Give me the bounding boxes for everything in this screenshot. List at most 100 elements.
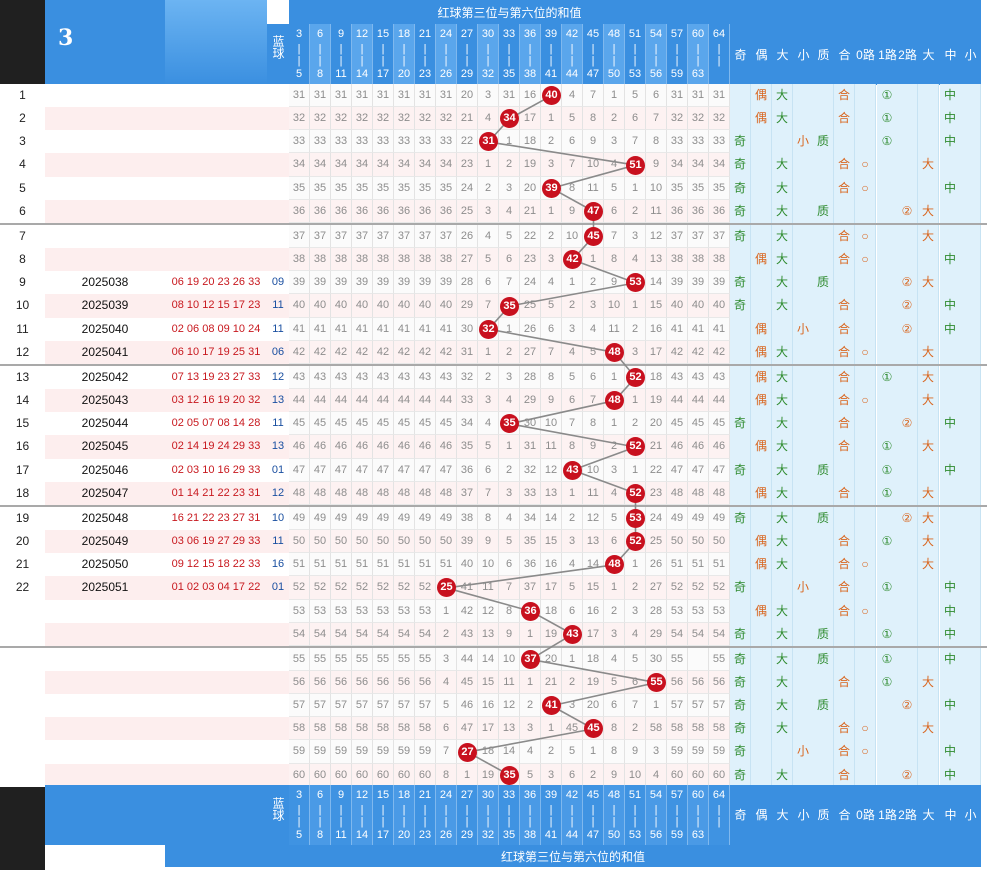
range-top-label: 42 xyxy=(565,789,579,801)
range-cell: 36 xyxy=(667,199,688,223)
range-top-label: 51 xyxy=(628,28,642,40)
attribute-cell xyxy=(960,224,981,249)
attribute-cell xyxy=(751,176,772,200)
range-cell: 17 xyxy=(646,340,667,364)
range-cell: 7 xyxy=(541,340,562,364)
attribute-cell: 奇 xyxy=(730,412,751,436)
attribute-cell: 质 xyxy=(813,130,834,154)
range-cell: 32 xyxy=(457,365,478,390)
range-cell: 44 xyxy=(415,389,436,413)
range-cell: 2 xyxy=(625,317,646,341)
range-cell: 40 xyxy=(352,294,373,318)
range-bar: | xyxy=(633,43,637,55)
hit-ball: 35 xyxy=(500,296,519,316)
attribute-cell: ○ xyxy=(855,389,876,413)
range-cell: 43 xyxy=(352,365,373,390)
attribute-cell xyxy=(751,294,772,318)
range-cell: 31 xyxy=(373,84,394,108)
range-column-21: 21 | | 23 xyxy=(415,785,436,845)
range-bottom-label: 11 xyxy=(335,829,347,841)
attribute-cell xyxy=(918,84,939,108)
range-cell: 30 xyxy=(457,317,478,341)
footer-blue-label: 蓝球 xyxy=(271,797,285,821)
range-top-label: 36 xyxy=(523,789,537,801)
range-cell: 38 xyxy=(310,248,331,272)
range-column-57: 57 | | 59 xyxy=(667,785,688,845)
range-bar: | xyxy=(507,804,511,816)
attribute-cell xyxy=(918,294,939,318)
range-cell: 33 xyxy=(394,130,415,154)
red-balls-text: 02 06 08 09 10 24 xyxy=(165,317,267,341)
attribute-cell xyxy=(960,294,981,318)
range-bar: | xyxy=(444,43,448,55)
hit-ball: 43 xyxy=(563,460,582,480)
attribute-cell xyxy=(897,389,918,413)
range-bar: | xyxy=(675,816,679,828)
attribute-cell xyxy=(730,107,751,131)
attribute-cell xyxy=(730,317,751,341)
attribute-cell: 奇 xyxy=(730,130,751,154)
attribute-cell: 小 xyxy=(793,317,814,341)
range-cell: 40 xyxy=(289,294,310,318)
attribute-cell xyxy=(960,365,981,390)
attribute-cell: ○ xyxy=(855,248,876,272)
range-cell: 44 xyxy=(352,389,373,413)
range-cell: 6 xyxy=(499,248,520,272)
red-balls-text: 07 13 19 23 27 33 xyxy=(165,365,267,390)
attr-header-5: 合 xyxy=(838,808,851,822)
range-cell: 34 xyxy=(373,153,394,177)
range-cell: 33 xyxy=(709,130,730,154)
range-bar: | xyxy=(465,816,469,828)
range-bar: | xyxy=(633,816,637,828)
range-cell: 29 xyxy=(457,294,478,318)
range-bottom-label: 14 xyxy=(355,829,369,841)
attribute-cell xyxy=(897,130,918,154)
range-bar: | xyxy=(465,43,469,55)
table-row: 73737373737373737264522210457312373737奇大… xyxy=(0,224,987,249)
attribute-cell xyxy=(960,176,981,200)
range-cell: 38 xyxy=(352,248,373,272)
range-top-label: 36 xyxy=(523,28,537,40)
range-bar: | xyxy=(612,55,616,67)
range-cell: 36 xyxy=(310,199,331,223)
range-cell: 5 xyxy=(604,176,625,200)
hit-ball: 53 xyxy=(626,508,645,528)
range-column-33: 33 | | 35 xyxy=(499,24,520,85)
range-cell: 35 xyxy=(394,176,415,200)
range-bar: | xyxy=(360,804,364,816)
attribute-cell xyxy=(730,340,751,364)
hit-ball: 48 xyxy=(605,342,624,362)
range-cell: 13 xyxy=(646,248,667,272)
range-cell: 3 xyxy=(562,317,583,341)
hit-ball: 32 xyxy=(479,319,498,339)
attribute-cell: ② xyxy=(897,317,918,341)
range-bar: | xyxy=(570,816,574,828)
range-cell: 5 xyxy=(625,84,646,108)
range-cell: 27 xyxy=(520,340,541,364)
range-top-label: 45 xyxy=(586,28,600,40)
table-row: 8383838383838383827562334218413383838偶大合… xyxy=(0,248,987,272)
attribute-cell: 大 xyxy=(772,340,793,364)
range-top-label: 60 xyxy=(691,28,705,40)
attribute-cell: 大 xyxy=(772,365,793,390)
range-bar: | xyxy=(360,816,364,828)
attribute-cell xyxy=(813,176,834,200)
attribute-cell xyxy=(813,153,834,177)
range-cell: 3 xyxy=(625,340,646,364)
range-column-24: 24 | | 26 xyxy=(436,24,457,85)
range-bar: | xyxy=(465,804,469,816)
range-top-label: 15 xyxy=(376,28,390,40)
attribute-cell xyxy=(834,130,855,154)
range-bar: | xyxy=(297,43,301,55)
range-cell: 20 xyxy=(646,412,667,436)
attribute-cell: 偶 xyxy=(751,389,772,413)
range-bar: | xyxy=(633,55,637,67)
range-bar: | xyxy=(528,804,532,816)
attribute-cell: 合 xyxy=(834,365,855,390)
range-column-39: 39 | | 41 xyxy=(541,785,562,845)
range-bottom-label: 35 xyxy=(502,829,516,841)
range-top-label: 3 xyxy=(295,28,303,40)
range-bottom-label: 41 xyxy=(544,829,558,841)
table-row: 4343434343434343423121937104519343434奇大合… xyxy=(0,153,987,177)
range-cell: 32 xyxy=(352,107,373,131)
